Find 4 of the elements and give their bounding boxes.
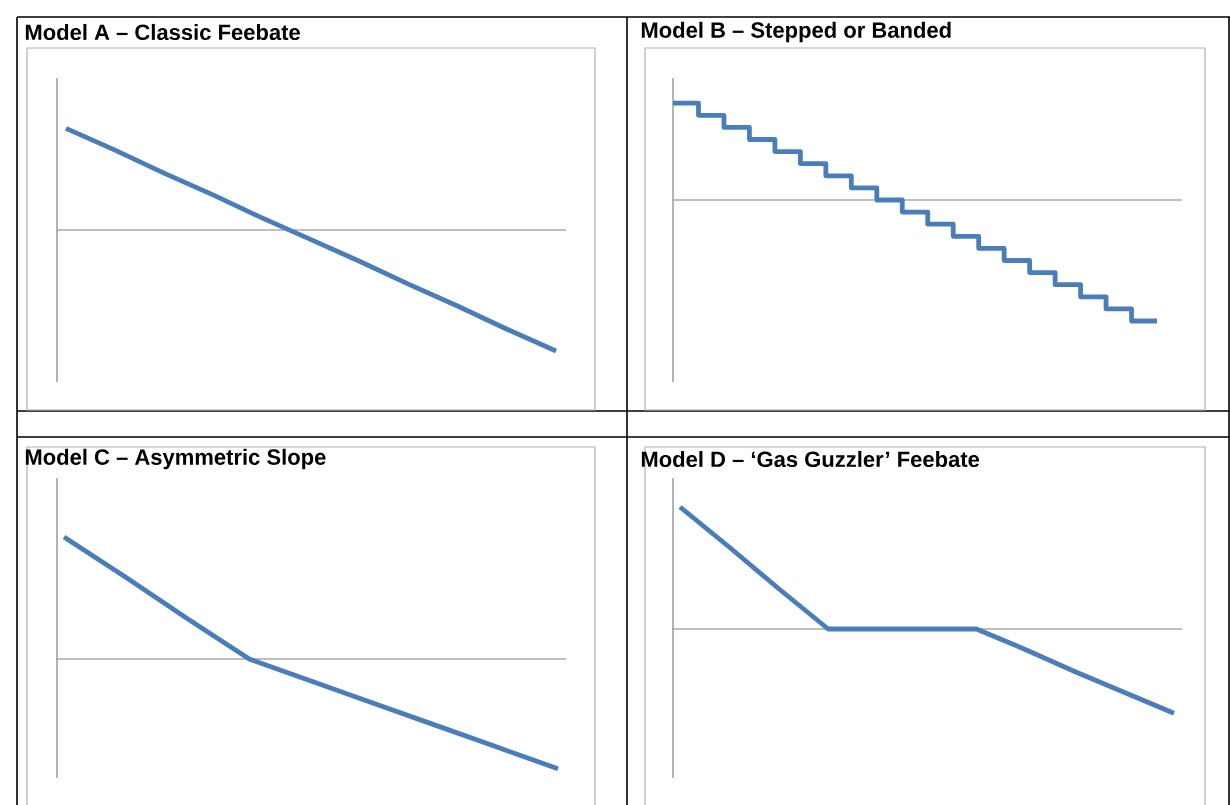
chart-title: Model D – ‘Gas Guzzler’ Feebate <box>641 450 980 468</box>
chart-title: Model A – Classic Feebate <box>25 23 300 41</box>
chart-title: Model B – Stepped or Banded <box>641 21 951 43</box>
chart-title: Model C – Asymmetric Slope <box>25 448 326 470</box>
